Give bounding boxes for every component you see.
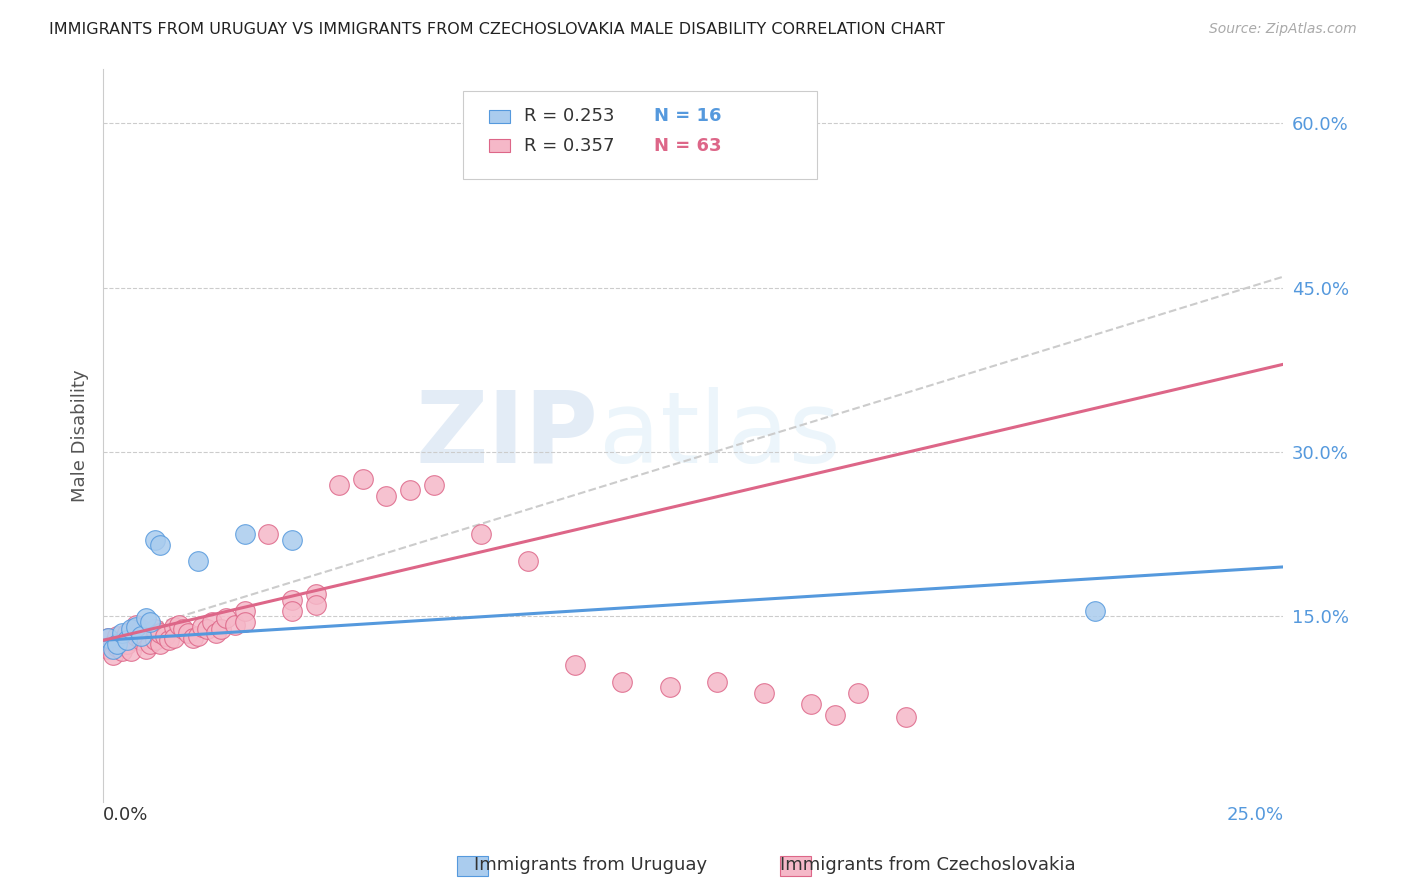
Point (125, 620, 148, 634)
Point (135, 631, 157, 645)
Point (328, 477, 350, 491)
Point (752, 686, 775, 700)
Point (224, 618, 246, 632)
Point (205, 625, 228, 640)
Point (163, 620, 186, 634)
Point (115, 637, 138, 651)
Point (105, 629, 128, 643)
Point (564, 658, 586, 673)
Text: atlas: atlas (599, 387, 841, 484)
Point (281, 592, 304, 607)
Point (187, 629, 209, 643)
Point (111, 633, 134, 648)
Point (101, 637, 124, 651)
Point (177, 625, 200, 640)
Point (125, 629, 148, 643)
FancyBboxPatch shape (489, 110, 510, 123)
Point (101, 648, 124, 662)
Point (143, 633, 166, 648)
Point (111, 644, 134, 658)
Point (257, 527, 280, 541)
Point (143, 623, 166, 637)
Point (143, 533, 166, 547)
Point (233, 527, 256, 541)
Point (115, 633, 138, 648)
Point (139, 637, 162, 651)
Point (706, 674, 728, 689)
Point (97, 631, 120, 645)
Point (167, 618, 190, 632)
Point (157, 633, 180, 648)
Point (894, 710, 917, 724)
Point (304, 587, 326, 601)
Text: IMMIGRANTS FROM URUGUAY VS IMMIGRANTS FROM CZECHOSLOVAKIA MALE DISABILITY CORREL: IMMIGRANTS FROM URUGUAY VS IMMIGRANTS FR… (49, 22, 945, 37)
Point (105, 637, 128, 651)
Point (97, 642, 120, 657)
Point (281, 533, 304, 547)
Point (172, 623, 194, 637)
Point (129, 623, 152, 637)
Point (612, 674, 634, 689)
FancyBboxPatch shape (489, 139, 510, 153)
Point (101, 642, 124, 657)
Point (470, 527, 492, 541)
Point (848, 686, 870, 700)
Point (215, 611, 238, 625)
Point (120, 623, 142, 637)
Point (139, 615, 162, 629)
Point (120, 644, 142, 658)
Text: Immigrants from Uruguay: Immigrants from Uruguay (474, 856, 707, 874)
Text: 25.0%: 25.0% (1226, 805, 1284, 823)
Point (201, 615, 224, 629)
Text: ZIP: ZIP (416, 387, 599, 484)
Point (209, 623, 232, 637)
Point (115, 625, 138, 640)
Point (163, 631, 186, 645)
Text: Source: ZipAtlas.com: Source: ZipAtlas.com (1209, 22, 1357, 37)
Y-axis label: Male Disability: Male Disability (72, 369, 89, 502)
Point (187, 554, 209, 568)
Point (139, 625, 162, 640)
Point (1083, 604, 1105, 618)
Point (281, 604, 304, 618)
Text: Immigrants from Czechoslovakia: Immigrants from Czechoslovakia (780, 856, 1076, 874)
Point (149, 637, 172, 651)
Text: R = 0.357: R = 0.357 (524, 136, 614, 154)
Point (129, 633, 152, 648)
Point (375, 489, 398, 503)
Point (105, 640, 128, 654)
Text: N = 63: N = 63 (654, 136, 721, 154)
Point (422, 477, 444, 491)
Text: 0.0%: 0.0% (103, 805, 149, 823)
Point (233, 615, 256, 629)
Point (129, 629, 152, 643)
FancyBboxPatch shape (463, 90, 817, 178)
Point (824, 707, 846, 722)
Point (149, 625, 172, 640)
Point (517, 554, 540, 568)
Text: R = 0.253: R = 0.253 (524, 107, 614, 125)
Point (352, 472, 374, 486)
Point (800, 697, 823, 711)
Point (399, 483, 422, 498)
Text: N = 16: N = 16 (654, 107, 721, 125)
Point (153, 629, 176, 643)
Point (658, 681, 681, 695)
Point (195, 623, 218, 637)
Point (111, 625, 134, 640)
Point (125, 618, 148, 632)
Point (149, 538, 172, 552)
Point (135, 611, 157, 625)
Point (120, 633, 142, 648)
Point (97, 631, 120, 645)
Point (135, 642, 157, 657)
Point (304, 599, 326, 613)
Point (233, 604, 256, 618)
Point (191, 620, 214, 634)
Point (181, 631, 204, 645)
